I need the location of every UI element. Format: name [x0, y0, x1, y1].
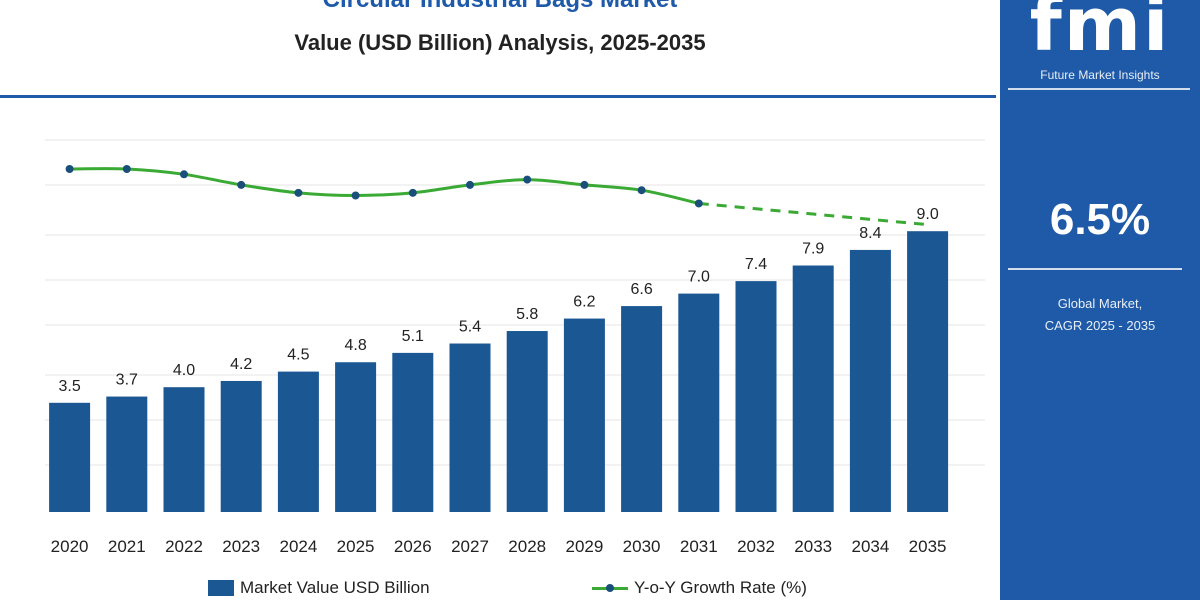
bar-2027 — [449, 343, 491, 512]
growth-line-solid — [69, 167, 700, 205]
side-panel: fmi Future Market Insights 6.5% Global M… — [1000, 0, 1200, 600]
bar-label-2020: 3.5 — [58, 378, 80, 395]
x-tick-2020: 2020 — [51, 537, 89, 556]
bar-label-2025: 4.8 — [344, 337, 366, 354]
growth-point-2023 — [237, 180, 246, 189]
growth-point-2028 — [523, 175, 532, 184]
growth-point-2021 — [122, 165, 131, 173]
chart-plot: 3.5 3.7 4.0 4.2 4.5 4.8 5.1 5.4 5.8 6.2 6.6 7.0 7.4 7… — [45, 139, 985, 556]
bar-2031 — [678, 293, 720, 512]
legend-label-growth-rate: Y-o-Y Growth Rate (%) — [634, 578, 807, 597]
bar-2028 — [506, 331, 548, 512]
bar-label-2034: 8.4 — [859, 225, 881, 242]
bar-2030 — [621, 306, 663, 512]
bar-2023 — [220, 380, 262, 512]
panel-divider-top — [1008, 88, 1190, 90]
x-tick-2022: 2022 — [165, 537, 203, 556]
x-tick-2026: 2026 — [394, 537, 432, 556]
x-axis-ticks: 2020 2021 2022 2023 2024 2025 2026 2027 2028 2029… — [51, 537, 947, 556]
x-tick-2030: 2030 — [623, 537, 661, 556]
bar-label-2022: 4.0 — [173, 362, 195, 379]
bar-label-2028: 5.8 — [516, 306, 538, 323]
bar-2026 — [392, 352, 434, 512]
cagr-label-line-2: CAGR 2025 - 2035 — [1044, 318, 1156, 333]
cagr-value: 6.5% — [1049, 195, 1151, 244]
fmi-logo: fmi — [1029, 0, 1171, 68]
x-tick-2034: 2034 — [851, 537, 889, 556]
growth-point-2027 — [466, 180, 474, 189]
x-tick-2032: 2032 — [737, 537, 775, 556]
bar-label-2035: 9.0 — [916, 206, 938, 223]
x-tick-2035: 2035 — [909, 537, 947, 556]
bar-2024 — [277, 371, 319, 512]
bar-2021 — [106, 396, 148, 512]
bar-label-2027: 5.4 — [459, 319, 481, 336]
legend-line-swatch — [592, 581, 628, 595]
x-tick-2031: 2031 — [680, 537, 718, 556]
growth-point-2029 — [580, 180, 589, 189]
bar-label-2032: 7.4 — [745, 256, 767, 273]
chart-area: Circular Industrial Bags Market Value (U… — [0, 0, 1000, 600]
bar-2020 — [49, 402, 91, 512]
chart-subtitle: Value (USD Billion) Analysis, 2025-2035 — [294, 30, 706, 55]
bar-2022 — [163, 387, 205, 512]
legend-bar-swatch — [208, 580, 234, 596]
bar-label-2026: 5.1 — [402, 328, 424, 345]
logo-tagline: Future Market Insights — [1040, 68, 1160, 82]
x-tick-2024: 2024 — [279, 537, 317, 556]
x-tick-2028: 2028 — [508, 537, 546, 556]
legend-label-market-value: Market Value USD Billion — [240, 578, 430, 597]
x-tick-2021: 2021 — [108, 537, 146, 556]
legend-item-growth-rate[interactable]: Y-o-Y Growth Rate (%) — [592, 578, 807, 598]
bar-label-2029: 6.2 — [573, 294, 595, 311]
bar-2029 — [563, 318, 605, 512]
bar-2035 — [907, 231, 949, 512]
bar-data-labels: 3.5 3.7 4.0 4.2 4.5 4.8 5.1 5.4 5.8 6.2 6.6 7.0 7.4 7… — [58, 206, 938, 395]
bar-label-2021: 3.7 — [116, 372, 138, 389]
bar-label-2031: 7.0 — [688, 269, 710, 286]
bar-label-2033: 7.9 — [802, 241, 824, 258]
growth-line-series — [65, 165, 928, 227]
x-tick-2027: 2027 — [451, 537, 489, 556]
growth-point-2020 — [65, 165, 74, 173]
x-tick-2025: 2025 — [337, 537, 375, 556]
bar-2032 — [735, 281, 777, 512]
bar-2033 — [792, 265, 834, 512]
bar-label-2024: 4.5 — [287, 347, 309, 364]
bar-label-2030: 6.6 — [630, 281, 652, 298]
legend-item-market-value[interactable]: Market Value USD Billion — [208, 578, 430, 598]
bar-2025 — [335, 362, 377, 512]
x-tick-2029: 2029 — [565, 537, 603, 556]
cagr-label-line-1: Global Market, — [1057, 296, 1143, 311]
growth-point-2026 — [408, 188, 417, 197]
growth-point-2031 — [694, 199, 703, 208]
growth-line-dashed — [698, 201, 928, 227]
growth-point-2030 — [637, 186, 646, 195]
growth-point-2024 — [294, 188, 303, 197]
bar-2034 — [849, 249, 891, 513]
title-divider — [0, 95, 996, 98]
legend: Market Value USD Billion Y-o-Y Growth Ra… — [0, 578, 1000, 600]
x-tick-2023: 2023 — [222, 537, 260, 556]
growth-point-2025 — [351, 191, 360, 200]
bar-series — [49, 231, 949, 513]
panel-divider-mid — [1008, 268, 1182, 270]
growth-point-2022 — [180, 170, 188, 179]
x-tick-2033: 2033 — [794, 537, 832, 556]
bar-label-2023: 4.2 — [230, 356, 252, 373]
chart-title: Circular Industrial Bags Market — [0, 0, 1000, 14]
